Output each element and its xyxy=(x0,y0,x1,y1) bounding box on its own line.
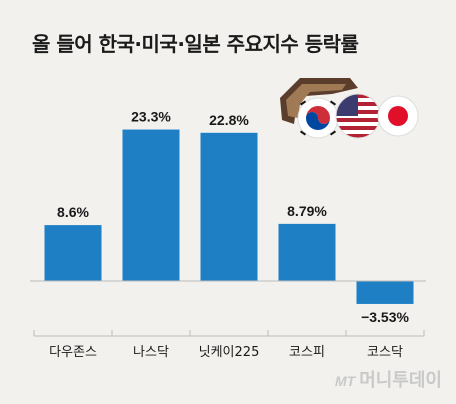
value-label-1: 23.3% xyxy=(131,109,171,125)
category-label-1: 나스닥 xyxy=(133,345,169,360)
decorative-frame-icon xyxy=(280,78,358,124)
value-label-3: 8.79% xyxy=(287,203,327,219)
bar-4 xyxy=(356,281,414,304)
south-korea-flag-icon xyxy=(297,97,339,139)
category-label-2: 닛케이225 xyxy=(199,345,260,360)
category-label-3: 코스피 xyxy=(289,345,325,360)
bar-3 xyxy=(278,223,336,281)
bar-0 xyxy=(44,225,102,281)
japan-flag-icon xyxy=(377,95,419,137)
category-label-0: 다우존스 xyxy=(49,345,97,360)
usa-flag-icon xyxy=(335,93,381,139)
value-label-0: 8.6% xyxy=(57,204,89,220)
value-label-2: 22.8% xyxy=(209,112,249,128)
bar-1 xyxy=(122,129,180,281)
flags-illustration xyxy=(280,78,419,139)
watermark: MT 머니투데이 xyxy=(335,366,442,392)
chart-title: 올 들어 한국·미국·일본 주요지수 등락률 xyxy=(32,32,359,56)
value-label-4: −3.53% xyxy=(361,309,409,325)
category-label-4: 코스닥 xyxy=(367,345,403,360)
bar-2 xyxy=(200,132,258,281)
watermark-name: 머니투데이 xyxy=(359,370,442,390)
watermark-brand: MT xyxy=(334,373,356,389)
